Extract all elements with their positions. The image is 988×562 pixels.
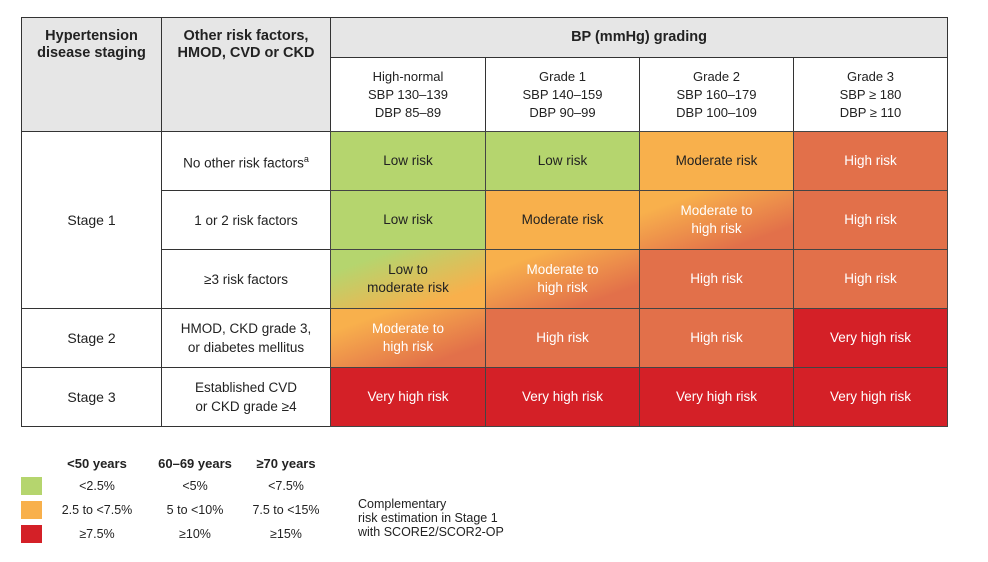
stage-1-label: Stage 1 [67, 212, 116, 228]
risk-cell-text: Low to moderate risk [367, 262, 449, 295]
risk-cell-text: Moderate to high risk [371, 321, 445, 354]
risk-cell: Moderate risk [485, 190, 640, 250]
risk-cell: Very high risk [330, 367, 486, 427]
legend-header-60-69: 60–69 years [158, 456, 232, 471]
risk-factor-row-2: 1 or 2 risk factors [161, 190, 331, 250]
grade-name: Grade 1 [539, 68, 586, 84]
risk-factor-row-1: No other risk factorsa [161, 131, 331, 191]
risk-cell: High risk [793, 249, 948, 309]
legend-swatch-red [21, 525, 42, 543]
risk-cell-text: Low risk [383, 212, 433, 227]
risk-cell-text: High risk [690, 330, 743, 345]
grade-header-grade-2: Grade 2 SBP 160–179 DBP 100–109 [639, 57, 794, 132]
risk-cell: Very high risk [793, 308, 948, 368]
grade-name: High-normal [372, 68, 444, 84]
risk-cell: Low risk [330, 190, 486, 250]
legend-value: <5% [182, 479, 208, 493]
risk-factor-label: ≥3 risk factors [204, 271, 288, 287]
legend-value: ≥10% [179, 527, 211, 541]
grade-dbp: DBP 90–99 [529, 104, 596, 120]
risk-cell: Very high risk [793, 367, 948, 427]
risk-cell-text: Low risk [537, 153, 588, 168]
risk-cell: High risk [793, 131, 948, 191]
risk-factor-row-5: Established CVD or CKD grade ≥4 [161, 367, 331, 427]
risk-cell-text: Very high risk [521, 389, 604, 404]
grade-name: Grade 2 [693, 68, 740, 84]
risk-cell-text: High risk [690, 271, 743, 286]
risk-cell-text: Moderate risk [675, 153, 758, 168]
risk-cell-text: High risk [844, 212, 897, 227]
legend-note-line-3: with SCORE2/SCOR2-OP [358, 525, 504, 539]
risk-cell: Moderate to high risk [485, 249, 640, 309]
risk-cell: Very high risk [639, 367, 794, 427]
legend-header-70-plus: ≥70 years [256, 456, 316, 471]
legend-value: ≥15% [270, 527, 302, 541]
legend-value: ≥7.5% [79, 527, 115, 541]
grade-header-high-normal: High-normal SBP 130–139 DBP 85–89 [330, 57, 486, 132]
risk-cell: Moderate to high risk [330, 308, 486, 368]
risk-cell-text: Very high risk [675, 389, 758, 404]
risk-cell: Low to moderate risk [330, 249, 486, 309]
risk-cell: Moderate to high risk [639, 190, 794, 250]
risk-cell: High risk [639, 308, 794, 368]
legend-note-line-2: risk estimation in Stage 1 [358, 511, 498, 525]
risk-cell: High risk [485, 308, 640, 368]
risk-cell-text: Moderate risk [521, 212, 604, 227]
risk-cell-text: High risk [536, 330, 589, 345]
grade-dbp: DBP 100–109 [676, 104, 757, 120]
risk-cell-text: Very high risk [829, 330, 912, 345]
stage-1-cell: Stage 1 [21, 131, 162, 309]
legend-value: 7.5 to <15% [252, 503, 320, 517]
legend-note: Complementary risk estimation in Stage 1… [358, 497, 504, 539]
legend-value: 5 to <10% [166, 503, 224, 517]
risk-factor-label: Established CVD or CKD grade ≥4 [194, 380, 298, 414]
risk-cell-text: Very high risk [367, 389, 449, 404]
grade-sbp: SBP 160–179 [676, 86, 757, 102]
stage-2-label: Stage 2 [67, 330, 116, 346]
legend-swatch-orange [21, 501, 42, 519]
risk-cell: Moderate risk [639, 131, 794, 191]
stage-3-cell: Stage 3 [21, 367, 162, 427]
grade-sbp: SBP ≥ 180 [839, 86, 902, 102]
header-bp-grading: BP (mmHg) grading [330, 17, 948, 58]
risk-cell-text: Moderate to high risk [680, 203, 753, 236]
grade-header-grade-1: Grade 1 SBP 140–159 DBP 90–99 [485, 57, 640, 132]
risk-cell-text: Moderate to high risk [526, 262, 599, 295]
grade-dbp: DBP 85–89 [374, 104, 442, 120]
risk-factor-label: No other risk factorsa [183, 153, 309, 171]
footnote-marker: a [303, 153, 309, 164]
risk-factor-label: 1 or 2 risk factors [194, 212, 298, 228]
risk-cell-text: Very high risk [829, 389, 912, 404]
stage-2-cell: Stage 2 [21, 308, 162, 368]
grade-sbp: SBP 140–159 [522, 86, 603, 102]
header-other-risk-factors: Other risk factors, HMOD, CVD or CKD [161, 17, 331, 132]
risk-cell: Low risk [330, 131, 486, 191]
grade-dbp: DBP ≥ 110 [839, 104, 902, 120]
risk-factor-row-4: HMOD, CKD grade 3, or diabetes mellitus [161, 308, 331, 368]
grade-name: Grade 3 [847, 68, 894, 84]
risk-cell-text: High risk [844, 153, 897, 168]
risk-cell-text: High risk [844, 271, 897, 286]
risk-cell: Very high risk [485, 367, 640, 427]
legend-value: <7.5% [268, 479, 304, 493]
grade-sbp: SBP 130–139 [368, 86, 448, 102]
risk-factor-row-3: ≥3 risk factors [161, 249, 331, 309]
grade-header-grade-3: Grade 3 SBP ≥ 180 DBP ≥ 110 [793, 57, 948, 132]
legend-note-line-1: Complementary [358, 497, 447, 511]
risk-cell: High risk [639, 249, 794, 309]
stage-3-label: Stage 3 [67, 389, 116, 405]
legend-swatch-green [21, 477, 42, 495]
header-disease-staging: Hypertension disease staging [21, 17, 162, 132]
header-bp-grading-text: BP (mmHg) grading [571, 29, 707, 45]
risk-cell: Low risk [485, 131, 640, 191]
legend-value: <2.5% [79, 479, 115, 493]
legend-value: 2.5 to <7.5% [61, 503, 133, 517]
risk-cell-text: Low risk [383, 153, 433, 168]
risk-cell: High risk [793, 190, 948, 250]
legend-header-under-50: <50 years [67, 456, 127, 471]
header-other-risk-factors-text: Other risk factors, HMOD, CVD or CKD [177, 28, 315, 61]
risk-factor-label: HMOD, CKD grade 3, or diabetes mellitus [180, 321, 312, 355]
header-disease-staging-text: Hypertension disease staging [37, 28, 146, 61]
